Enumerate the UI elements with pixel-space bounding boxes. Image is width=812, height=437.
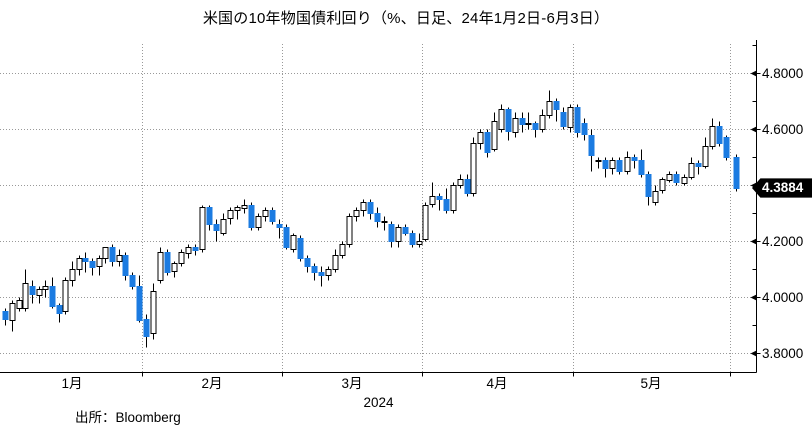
chart-title: 米国の10年物国債利回り（%、日足、24年1月2日-6月3日） xyxy=(202,10,610,27)
y-axis-label-3.8: 3.8000 xyxy=(762,346,804,361)
x-axis-label-may: 5月 xyxy=(640,376,662,391)
y-axis-label-4.6: 4.6000 xyxy=(762,122,804,137)
y-axis-label-4.8: 4.8000 xyxy=(762,66,804,81)
y-axis-label-4.2: 4.2000 xyxy=(762,234,804,249)
x-axis-label-apr: 4月 xyxy=(486,376,508,391)
y-axis-label-4.0: 4.0000 xyxy=(762,290,804,305)
last-price-badge: 4.3884 xyxy=(752,178,812,198)
x-axis-label-jan: 1月 xyxy=(61,376,83,391)
source-credit: 出所：Bloomberg xyxy=(75,410,181,425)
x-axis-label-feb: 2月 xyxy=(201,376,223,391)
x-axis-year-label: 2024 xyxy=(363,395,394,410)
x-axis-label-mar: 3月 xyxy=(341,376,363,391)
